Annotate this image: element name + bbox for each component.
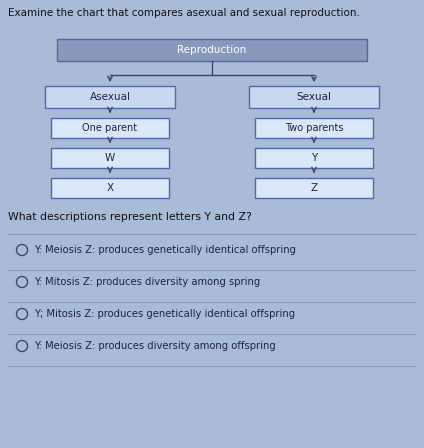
FancyBboxPatch shape [51,178,169,198]
FancyBboxPatch shape [51,148,169,168]
Text: Z: Z [310,183,318,193]
Text: Reproduction: Reproduction [177,45,247,55]
FancyBboxPatch shape [255,178,373,198]
Text: Y: Y [311,153,317,163]
Text: Y: Meiosis Z: produces genetically identical offspring: Y: Meiosis Z: produces genetically ident… [34,245,296,255]
FancyBboxPatch shape [249,86,379,108]
FancyBboxPatch shape [255,148,373,168]
FancyBboxPatch shape [255,118,373,138]
FancyBboxPatch shape [45,86,175,108]
Text: One parent: One parent [82,123,137,133]
Text: X: X [106,183,114,193]
Text: Y: Mitosis Z: produces diversity among spring: Y: Mitosis Z: produces diversity among s… [34,277,260,287]
Text: Y: Meiosis Z: produces diversity among offspring: Y: Meiosis Z: produces diversity among o… [34,341,276,351]
Text: Two parents: Two parents [285,123,343,133]
Text: W: W [105,153,115,163]
Text: Examine the chart that compares asexual and sexual reproduction.: Examine the chart that compares asexual … [8,8,360,18]
FancyBboxPatch shape [57,39,367,61]
FancyBboxPatch shape [51,118,169,138]
Text: Asexual: Asexual [89,92,131,102]
Text: Sexual: Sexual [296,92,332,102]
Text: Y; Mitosis Z: produces genetically identical offspring: Y; Mitosis Z: produces genetically ident… [34,309,295,319]
Text: What descriptions represent letters Y and Z?: What descriptions represent letters Y an… [8,212,252,222]
